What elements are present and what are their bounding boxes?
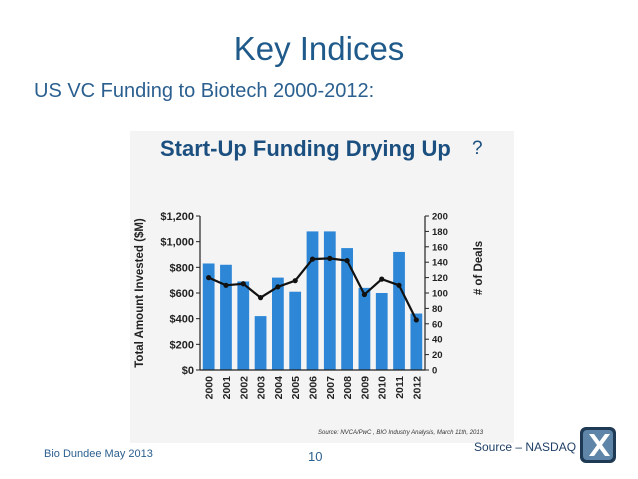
left-tick-label: $1,000: [160, 237, 194, 249]
x-tick-label: 2002: [238, 376, 250, 400]
x-tick-label: 2007: [325, 376, 337, 400]
bar-2012: [410, 313, 423, 370]
bar-2002: [237, 281, 250, 370]
deals-point-2001: [223, 282, 229, 288]
deals-point-2003: [257, 295, 264, 301]
right-tick-label: 180: [432, 227, 448, 238]
right-tick-label: 120: [432, 273, 448, 284]
left-tick-label: $400: [170, 314, 194, 326]
right-tick-label: 60: [432, 319, 443, 330]
x-tick-label: 2001: [221, 376, 233, 400]
deals-point-2008: [344, 258, 350, 264]
chart-title-question-mark: ?: [472, 138, 483, 159]
deals-point-2009: [361, 291, 368, 298]
x-tick-label: 2012: [411, 376, 423, 400]
chart-panel: [130, 131, 514, 443]
bar-2010: [375, 293, 388, 370]
footer-event: Bio Dundee May 2013: [44, 448, 153, 460]
y-axis-right-label: # of Deals: [473, 241, 485, 295]
left-tick-label: $0: [182, 365, 194, 377]
bar-2001: [220, 264, 232, 370]
bar-2003: [254, 316, 267, 370]
chart-title: Start-Up Funding Drying Up: [160, 136, 451, 161]
right-tick-label: 80: [432, 304, 443, 315]
x-tick-label: 2009: [359, 376, 371, 400]
left-tick-label: $800: [170, 262, 194, 274]
bar-2004: [272, 277, 284, 370]
x-tick-label: 2003: [256, 376, 268, 400]
right-tick-label: 100: [432, 289, 448, 300]
right-tick-label: 140: [432, 258, 448, 269]
y-axis-label: Total Amount Invested ($M): [134, 218, 146, 368]
bar-2011: [393, 251, 405, 370]
x-tick-label: 2006: [308, 376, 320, 400]
left-tick-label: $200: [170, 339, 194, 351]
source-nasdaq: Source – NASDAQ: [474, 440, 577, 454]
deals-point-2011: [396, 282, 402, 288]
right-tick-label: 0: [432, 366, 437, 377]
bar-2006: [306, 231, 319, 370]
bar-2009: [358, 287, 371, 370]
deals-point-2004: [275, 284, 281, 290]
deals-point-2007: [327, 255, 333, 261]
x-tick-label: 2000: [204, 376, 216, 400]
right-tick-label: 40: [432, 335, 443, 346]
deals-point-2002: [240, 281, 246, 287]
bar-2008: [341, 248, 353, 370]
slide-subtitle: US VC Funding to Biotech 2000-2012:: [34, 80, 375, 102]
left-tick-label: $1,200: [160, 211, 194, 223]
bar-2000: [202, 263, 215, 370]
x-tick-label: 2010: [377, 376, 389, 400]
left-tick-label: $600: [170, 288, 194, 300]
x-tick-label: 2004: [273, 376, 285, 400]
bar-2007: [323, 231, 336, 370]
bar-2005: [289, 291, 302, 370]
right-tick-label: 20: [432, 350, 443, 361]
x-tick-label: 2011: [394, 376, 406, 399]
deals-point-2006: [309, 256, 316, 262]
chart-source-note: Source: NVCA/PwC , BIO Industry Analysis…: [318, 430, 484, 436]
logo-x-icon: [580, 427, 616, 463]
deals-point-2000: [206, 275, 212, 281]
deals-point-2005: [292, 278, 298, 284]
x-tick-label: 2008: [342, 376, 354, 400]
x-tick-label: 2005: [290, 376, 302, 400]
slide-title: Key Indices: [233, 30, 405, 67]
right-tick-label: 200: [432, 212, 448, 223]
deals-point-2010: [379, 276, 385, 282]
right-tick-label: 160: [432, 242, 448, 253]
deals-point-2012: [413, 317, 419, 323]
page-number: 10: [308, 449, 323, 464]
